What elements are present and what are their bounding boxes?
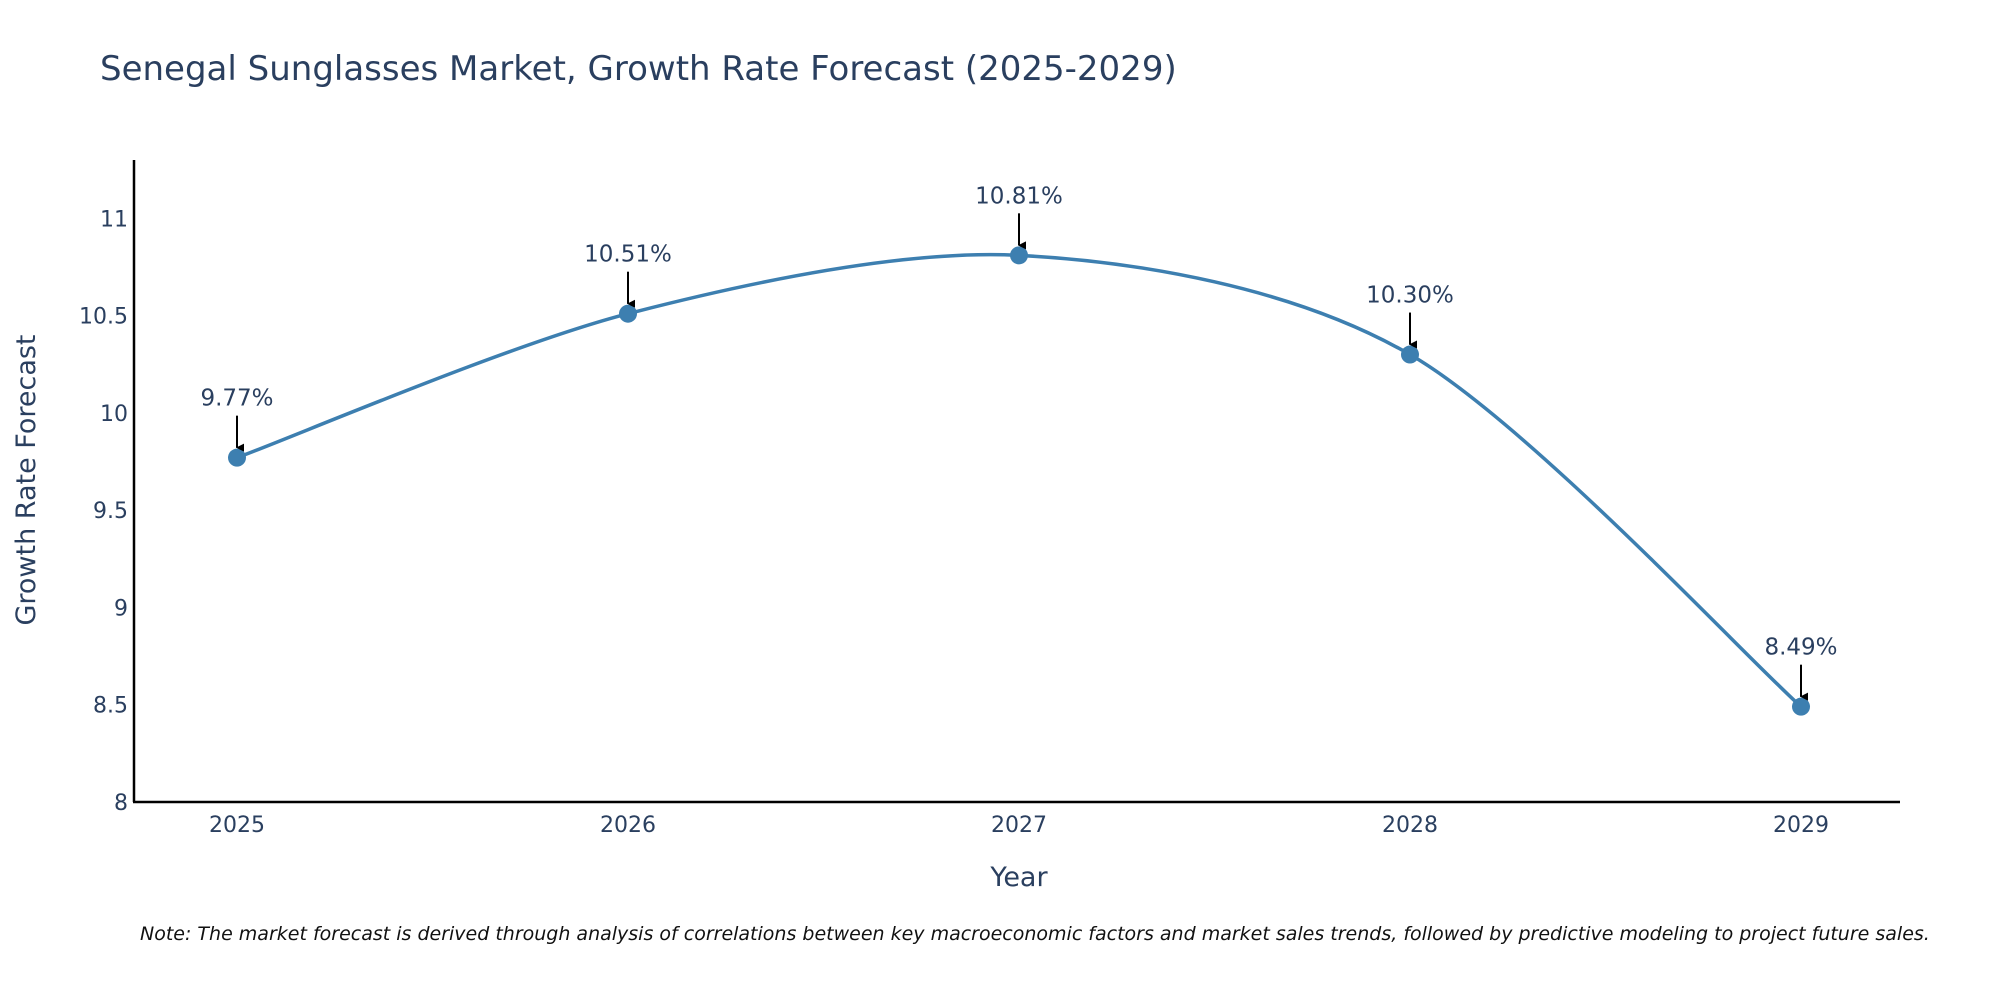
y-tick-label: 10 [100, 402, 128, 427]
series-markers [228, 246, 1810, 716]
chart-title: Senegal Sunglasses Market, Growth Rate F… [100, 49, 1177, 89]
y-axis-title: Growth Rate Forecast [11, 334, 42, 625]
data-point [619, 304, 637, 323]
footnote: Note: The market forecast is derived thr… [140, 923, 1930, 945]
series-line [236, 252, 1803, 708]
x-axis-ticks: 2025 2026 2027 2028 2029 [209, 813, 1829, 838]
x-tick-label: 2029 [1773, 813, 1829, 838]
x-tick-label: 2027 [991, 813, 1047, 838]
data-point [1401, 345, 1419, 364]
y-tick-label: 8.5 [93, 694, 128, 719]
data-point [1792, 697, 1810, 716]
data-label: 10.30% [1366, 283, 1454, 309]
x-axis-title: Year [989, 862, 1048, 893]
y-axis-ticks: 8 8.5 9 9.5 10 10.5 11 [79, 207, 128, 816]
x-tick-label: 2028 [1382, 813, 1438, 838]
x-tick-label: 2025 [209, 813, 265, 838]
y-tick-label: 11 [100, 207, 128, 232]
data-label: 10.51% [584, 242, 672, 268]
x-tick-label: 2026 [600, 813, 656, 838]
data-point [228, 448, 246, 467]
data-label: 8.49% [1764, 635, 1837, 661]
data-annotations: 9.77% 10.51% 10.81% 10.30% 8.49% [200, 183, 1838, 701]
y-tick-label: 9.5 [93, 499, 128, 524]
data-label: 9.77% [200, 386, 273, 412]
y-tick-label: 10.5 [79, 305, 128, 330]
y-tick-label: 8 [114, 791, 128, 816]
y-tick-label: 9 [114, 596, 128, 621]
data-point [1010, 246, 1028, 265]
data-label: 10.81% [975, 183, 1063, 209]
